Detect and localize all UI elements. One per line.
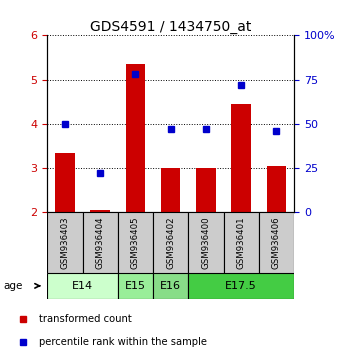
- FancyBboxPatch shape: [82, 212, 118, 273]
- Bar: [161, 168, 180, 212]
- Text: GSM936404: GSM936404: [96, 216, 105, 269]
- FancyBboxPatch shape: [118, 212, 153, 273]
- Title: GDS4591 / 1434750_at: GDS4591 / 1434750_at: [90, 21, 251, 34]
- Text: GSM936401: GSM936401: [237, 216, 246, 269]
- Text: E14: E14: [72, 281, 93, 291]
- Text: GSM936400: GSM936400: [201, 216, 211, 269]
- FancyBboxPatch shape: [223, 212, 259, 273]
- Text: E17.5: E17.5: [225, 281, 257, 291]
- Text: transformed count: transformed count: [39, 314, 132, 324]
- Text: GSM936406: GSM936406: [272, 216, 281, 269]
- Text: E15: E15: [125, 281, 146, 291]
- Text: GSM936403: GSM936403: [61, 216, 69, 269]
- FancyBboxPatch shape: [153, 212, 188, 273]
- FancyBboxPatch shape: [47, 273, 118, 299]
- Bar: [55, 153, 75, 212]
- Text: age: age: [3, 281, 23, 291]
- Bar: [196, 168, 216, 212]
- FancyBboxPatch shape: [259, 212, 294, 273]
- FancyBboxPatch shape: [188, 212, 223, 273]
- Text: GSM936402: GSM936402: [166, 216, 175, 269]
- FancyBboxPatch shape: [153, 273, 188, 299]
- Bar: [126, 64, 145, 212]
- Text: E16: E16: [160, 281, 181, 291]
- Bar: [91, 210, 110, 212]
- Bar: [267, 166, 286, 212]
- Text: GSM936405: GSM936405: [131, 216, 140, 269]
- Text: percentile rank within the sample: percentile rank within the sample: [39, 337, 207, 347]
- FancyBboxPatch shape: [188, 273, 294, 299]
- Bar: [232, 104, 251, 212]
- FancyBboxPatch shape: [118, 273, 153, 299]
- FancyBboxPatch shape: [47, 212, 82, 273]
